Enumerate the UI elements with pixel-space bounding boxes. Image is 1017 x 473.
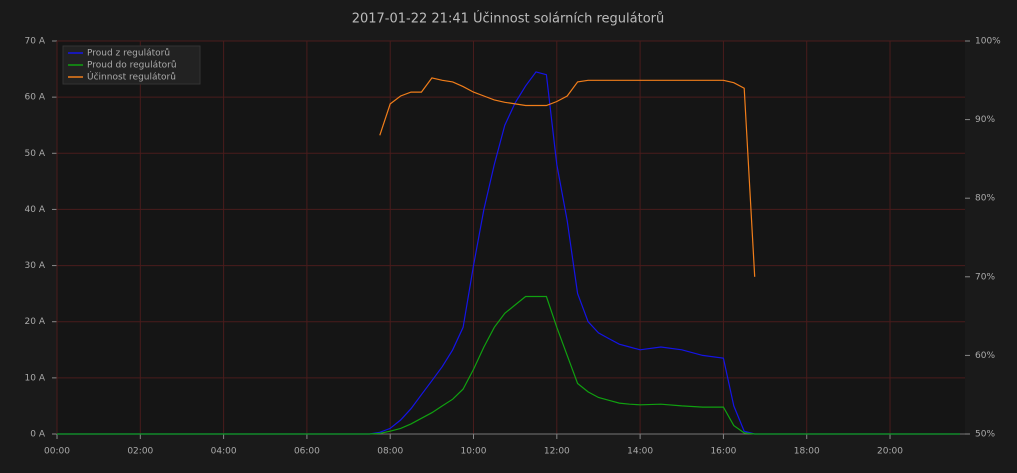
x-tick-label: 06:00 <box>294 447 320 457</box>
legend-label: Účinnost regulátorů <box>87 71 176 83</box>
y-tick-label: 40 A <box>25 205 46 215</box>
y-tick-label: 10 A <box>25 373 46 383</box>
series-line <box>57 71 960 435</box>
x-tick-label: 16:00 <box>710 447 736 457</box>
x-tick-label: 14:00 <box>627 447 653 457</box>
series-line <box>57 295 960 435</box>
x-tick-label: 12:00 <box>544 447 570 457</box>
y-tick-label: 60 A <box>25 93 46 103</box>
y2-tick-label: 100% <box>975 37 1001 47</box>
y2-tick-label: 80% <box>975 194 995 204</box>
x-tick-label: 18:00 <box>794 447 820 457</box>
y-tick-label: 0 A <box>30 430 46 440</box>
legend-label: Proud do regulátorů <box>87 60 177 71</box>
series-line <box>379 77 756 277</box>
x-tick-label: 20:00 <box>877 447 903 457</box>
y2-tick-label: 70% <box>975 272 995 282</box>
x-tick-label: 02:00 <box>127 447 153 457</box>
y-tick-label: 30 A <box>25 261 46 271</box>
x-tick-label: 04:00 <box>211 447 237 457</box>
y2-tick-label: 50% <box>975 430 995 440</box>
legend-box <box>62 45 201 85</box>
plot-area <box>57 41 965 434</box>
chart-title: 2017-01-22 21:41 Účinnost solárních regu… <box>352 11 665 27</box>
x-tick-label: 00:00 <box>44 447 70 457</box>
y-tick-label: 50 A <box>25 149 46 159</box>
x-tick-label: 10:00 <box>461 447 487 457</box>
y2-tick-label: 60% <box>975 351 995 361</box>
y-tick-label: 70 A <box>25 37 46 47</box>
y2-tick-label: 90% <box>975 115 995 125</box>
legend-label: Proud z regulátorů <box>87 48 170 59</box>
y-tick-label: 20 A <box>25 317 46 327</box>
x-tick-label: 08:00 <box>377 447 403 457</box>
